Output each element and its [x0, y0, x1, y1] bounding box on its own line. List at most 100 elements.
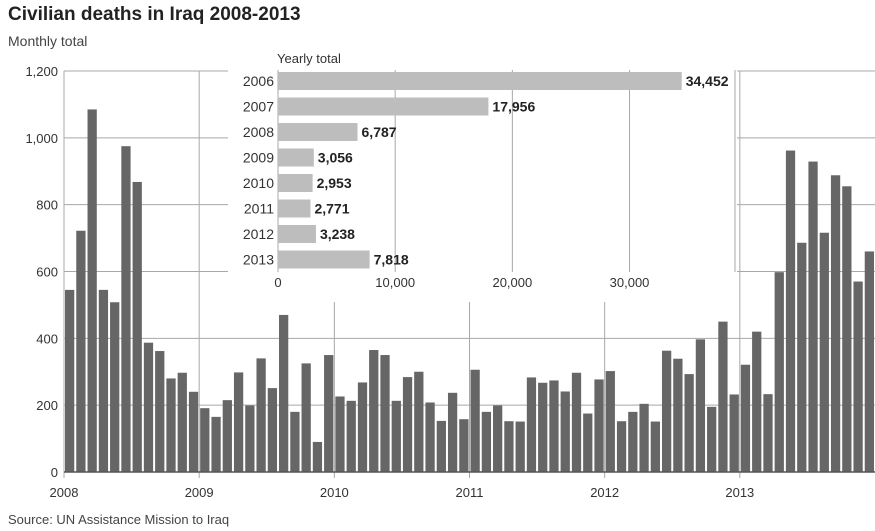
yearly-value-label: 7,818 — [374, 252, 409, 268]
monthly-bar — [571, 372, 582, 472]
monthly-bar — [673, 358, 683, 472]
monthly-bar — [402, 377, 413, 472]
monthly-bar — [346, 400, 356, 472]
monthly-bar — [842, 186, 852, 472]
monthly-bar — [65, 289, 75, 472]
inset-tick-label: 0 — [274, 275, 281, 290]
monthly-bar — [740, 364, 751, 472]
monthly-bar — [222, 400, 232, 472]
yearly-value-label: 3,238 — [320, 226, 355, 242]
monthly-bar — [493, 405, 503, 472]
monthly-bar — [538, 382, 548, 472]
monthly-bar — [188, 391, 199, 472]
yearly-bar — [278, 123, 358, 141]
yearly-bars — [278, 72, 682, 269]
monthly-bar — [369, 350, 379, 472]
monthly-bar — [707, 406, 717, 472]
monthly-bar — [380, 355, 390, 472]
inset-tick-label: 30,000 — [610, 275, 650, 290]
inset-category-label: 2006 — [243, 73, 274, 89]
monthly-bar — [481, 411, 492, 472]
yearly-bar — [278, 199, 311, 218]
monthly-bar — [864, 251, 874, 472]
inset-category-label: 2013 — [243, 252, 274, 268]
monthly-bar — [684, 374, 694, 472]
monthly-bar — [650, 421, 660, 472]
inset-category-label: 2011 — [244, 201, 274, 217]
main-axes: 0 200 400 600 800 1,000 1,200 2008 2009 2010 2011 2… — [25, 64, 875, 500]
y-tick-label: 200 — [36, 398, 58, 413]
x-tick-label: 2012 — [590, 485, 619, 500]
monthly-bar — [628, 411, 638, 472]
yearly-bar — [278, 72, 682, 90]
chart-subtitle: Monthly total — [8, 33, 88, 49]
monthly-bar — [76, 230, 86, 472]
monthly-bar — [785, 150, 796, 472]
monthly-bar — [143, 342, 154, 472]
inset-category-label: 2007 — [243, 99, 274, 115]
monthly-bar — [211, 416, 221, 472]
y-tick-label: 600 — [36, 265, 58, 280]
x-tick-label: 2013 — [725, 485, 754, 500]
yearly-value-label: 6,787 — [362, 124, 397, 140]
monthly-bar — [447, 392, 458, 472]
monthly-bar — [605, 371, 615, 472]
monthly-bar — [110, 302, 120, 472]
monthly-bar — [515, 421, 525, 472]
monthly-bar — [200, 408, 210, 472]
monthly-bar — [583, 413, 593, 472]
monthly-bar — [470, 369, 480, 472]
chart-title: Civilian deaths in Iraq 2008-2013 — [8, 4, 301, 25]
inset-title: Yearly total — [277, 51, 341, 66]
monthly-bar — [414, 371, 424, 472]
yearly-value-label: 2,953 — [317, 175, 352, 191]
yearly-bar — [278, 148, 314, 167]
yearly-value-label: 2,771 — [314, 201, 349, 217]
source-note: Source: UN Assistance Mission to Iraq — [8, 512, 230, 527]
monthly-bar — [267, 388, 278, 472]
monthly-bar — [695, 339, 706, 472]
monthly-bar — [853, 281, 863, 472]
monthly-bar — [177, 372, 187, 472]
yearly-value-label: 3,056 — [318, 150, 353, 166]
monthly-bar — [718, 321, 728, 472]
monthly-bar — [335, 396, 345, 472]
yearly-inset: Yearly total 0 10,000 20,000 30,000 2006 34,45… — [228, 49, 737, 302]
monthly-bar — [279, 314, 289, 472]
monthly-bar — [797, 242, 807, 472]
monthly-bar — [312, 441, 323, 472]
yearly-bar — [278, 174, 313, 192]
monthly-bar — [290, 411, 300, 472]
y-tick-label: 800 — [36, 198, 58, 213]
y-tick-label: 1,000 — [25, 131, 58, 146]
inset-labels: Yearly total 0 10,000 20,000 30,000 2006 34,45… — [243, 51, 729, 290]
monthly-bar — [155, 351, 165, 472]
monthly-bar — [819, 232, 829, 472]
monthly-bar — [233, 372, 244, 472]
monthly-bar — [324, 355, 334, 472]
monthly-bar — [594, 379, 604, 472]
monthly-bar — [87, 109, 97, 472]
monthly-bar — [729, 394, 739, 472]
monthly-bar — [560, 391, 570, 472]
inset-category-label: 2012 — [243, 226, 274, 242]
monthly-bar — [830, 175, 841, 472]
monthly-bar — [504, 421, 514, 472]
yearly-value-label: 34,452 — [686, 73, 729, 89]
monthly-bar — [121, 146, 131, 472]
monthly-bar — [98, 289, 109, 472]
inset-tick-label: 10,000 — [375, 275, 415, 290]
inset-tick-label: 20,000 — [492, 275, 532, 290]
inset-category-label: 2009 — [243, 150, 274, 166]
monthly-bar — [357, 382, 368, 472]
monthly-bar — [808, 161, 818, 472]
yearly-bar — [278, 250, 370, 269]
monthly-bar — [549, 380, 559, 472]
monthly-bar — [132, 181, 142, 472]
monthly-bar — [763, 394, 773, 472]
monthly-bar — [752, 331, 762, 472]
inset-category-label: 2008 — [243, 124, 274, 140]
yearly-bar — [278, 225, 316, 243]
monthly-bar — [425, 402, 435, 472]
